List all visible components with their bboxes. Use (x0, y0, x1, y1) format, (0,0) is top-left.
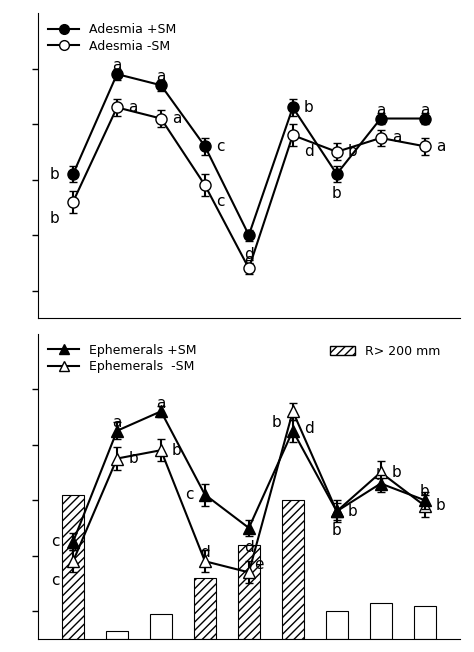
Bar (106, 630, 128, 639)
Legend: Ephemerals +SM, Ephemerals  -SM: Ephemerals +SM, Ephemerals -SM (44, 340, 201, 377)
Text: c: c (51, 573, 59, 588)
Bar (150, 614, 172, 639)
Text: a: a (156, 69, 165, 84)
Bar (238, 544, 260, 639)
Text: b: b (332, 186, 342, 201)
Text: d: d (244, 540, 254, 555)
Text: c: c (185, 487, 194, 502)
Text: b: b (49, 166, 59, 181)
Text: b: b (348, 144, 357, 159)
Text: c: c (51, 534, 59, 550)
Text: d: d (304, 144, 314, 159)
Text: a: a (128, 100, 137, 115)
Bar (370, 603, 392, 639)
Text: b: b (376, 467, 385, 482)
Text: b: b (332, 523, 342, 538)
Text: b: b (49, 211, 59, 226)
Text: b: b (348, 504, 357, 519)
Text: d: d (304, 421, 314, 436)
Text: a: a (420, 102, 429, 117)
Text: a: a (392, 130, 401, 145)
Bar (62, 495, 84, 639)
Bar (326, 611, 348, 639)
Text: a: a (112, 58, 122, 73)
Text: a: a (436, 139, 445, 154)
Text: a: a (376, 102, 385, 117)
Text: e: e (255, 557, 264, 572)
Text: b: b (392, 465, 401, 480)
Text: d: d (200, 546, 210, 561)
Text: a: a (112, 415, 122, 430)
Legend: Adesmia +SM, Adesmia -SM: Adesmia +SM, Adesmia -SM (44, 20, 180, 57)
Bar (282, 500, 304, 639)
Text: b: b (304, 100, 314, 115)
Text: a: a (172, 111, 182, 126)
Text: d: d (244, 247, 254, 262)
Text: b: b (436, 498, 446, 513)
Text: c: c (216, 194, 225, 209)
Text: b: b (172, 443, 182, 458)
Bar (194, 578, 216, 639)
Text: b: b (272, 415, 282, 430)
Text: b: b (128, 451, 138, 466)
Text: a: a (156, 396, 165, 411)
Text: c: c (216, 139, 225, 154)
Text: e: e (244, 252, 254, 267)
Bar (414, 606, 436, 639)
Text: b: b (420, 484, 429, 499)
